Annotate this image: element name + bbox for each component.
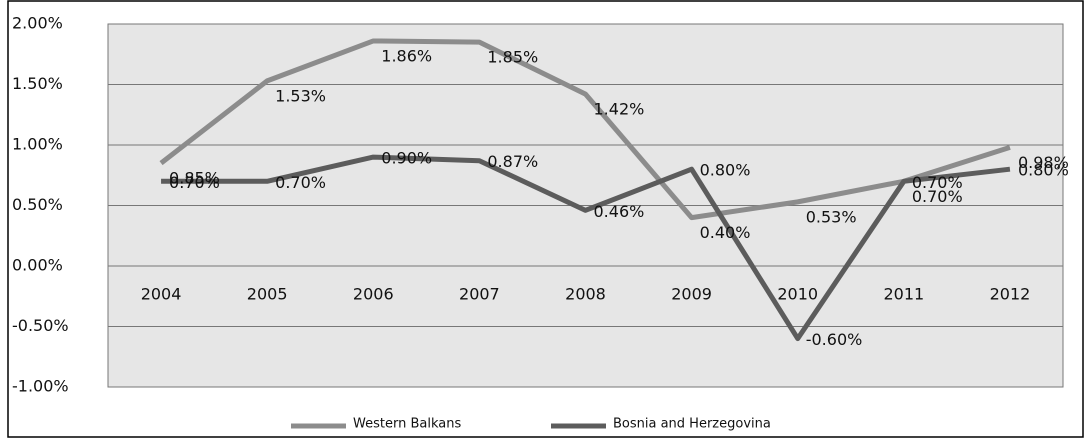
data-label: 1.53% (275, 86, 326, 105)
data-label: 0.90% (381, 149, 432, 168)
y-tick-label: -1.00% (12, 377, 69, 396)
data-label: 0.87% (487, 152, 538, 171)
y-tick-label: 1.00% (12, 135, 63, 154)
data-label: 0.70% (275, 173, 326, 192)
data-label: 0.53% (806, 207, 857, 226)
legend-label: Bosnia and Herzegovina (613, 417, 771, 432)
data-label: 1.42% (594, 100, 645, 119)
x-tick-label: 2010 (777, 285, 818, 304)
data-label: 0.98% (1018, 153, 1069, 172)
x-tick-label: 2008 (565, 285, 606, 304)
x-tick-label: 2007 (459, 285, 500, 304)
data-label: 0.80% (700, 161, 751, 180)
x-tick-label: 2005 (247, 285, 288, 304)
data-label: 0.70% (912, 187, 963, 206)
x-tick-label: 2004 (141, 285, 182, 304)
data-label: 0.40% (700, 223, 751, 242)
data-label: 0.46% (594, 202, 645, 221)
data-label: 0.70% (912, 173, 963, 192)
y-tick-label: 0.00% (12, 256, 63, 275)
data-label: 0.80% (1018, 161, 1069, 180)
data-label: 0.85% (169, 169, 220, 188)
data-label: 0.70% (169, 173, 220, 192)
data-label: 1.85% (487, 48, 538, 67)
data-label: -0.60% (806, 330, 863, 349)
y-tick-label: 0.50% (12, 195, 63, 214)
series-line (159, 38, 1011, 221)
series-line (161, 154, 1011, 342)
x-tick-label: 2011 (883, 285, 924, 304)
data-label: 1.86% (381, 46, 432, 65)
y-tick-label: 1.50% (12, 74, 63, 93)
y-tick-label: -0.50% (12, 316, 69, 335)
x-tick-label: 2009 (671, 285, 712, 304)
x-tick-label: 2006 (353, 285, 394, 304)
legend-label: Western Balkans (353, 417, 461, 432)
y-tick-label: 2.00% (12, 14, 63, 33)
x-tick-label: 2012 (990, 285, 1031, 304)
